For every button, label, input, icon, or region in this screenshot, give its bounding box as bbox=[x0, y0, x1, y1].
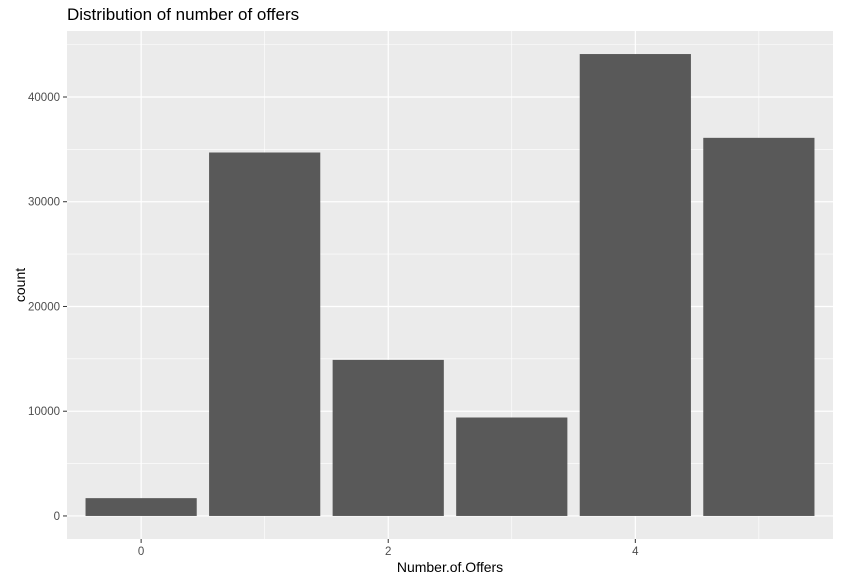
y-tick-label: 40000 bbox=[28, 92, 60, 104]
y-tick-label: 0 bbox=[54, 511, 60, 523]
x-tick-label: 0 bbox=[138, 546, 144, 558]
bar bbox=[456, 417, 568, 516]
bar bbox=[209, 152, 321, 516]
bar bbox=[85, 498, 197, 516]
x-tick-label: 4 bbox=[632, 546, 639, 558]
y-tick-label: 20000 bbox=[28, 301, 60, 313]
bars bbox=[85, 54, 815, 516]
y-axis: 0 10000 20000 30000 40000 bbox=[28, 92, 67, 523]
y-tick-label: 30000 bbox=[28, 197, 60, 209]
bar bbox=[332, 359, 444, 516]
bar bbox=[703, 137, 815, 516]
x-tick-label: 2 bbox=[385, 546, 391, 558]
chart-title: Distribution of number of offers bbox=[67, 5, 300, 24]
bar bbox=[579, 54, 691, 516]
y-axis-title: count bbox=[12, 268, 28, 302]
x-axis: 0 2 4 bbox=[138, 539, 639, 558]
x-axis-title: Number.of.Offers bbox=[397, 559, 503, 575]
y-tick-label: 10000 bbox=[28, 406, 60, 418]
